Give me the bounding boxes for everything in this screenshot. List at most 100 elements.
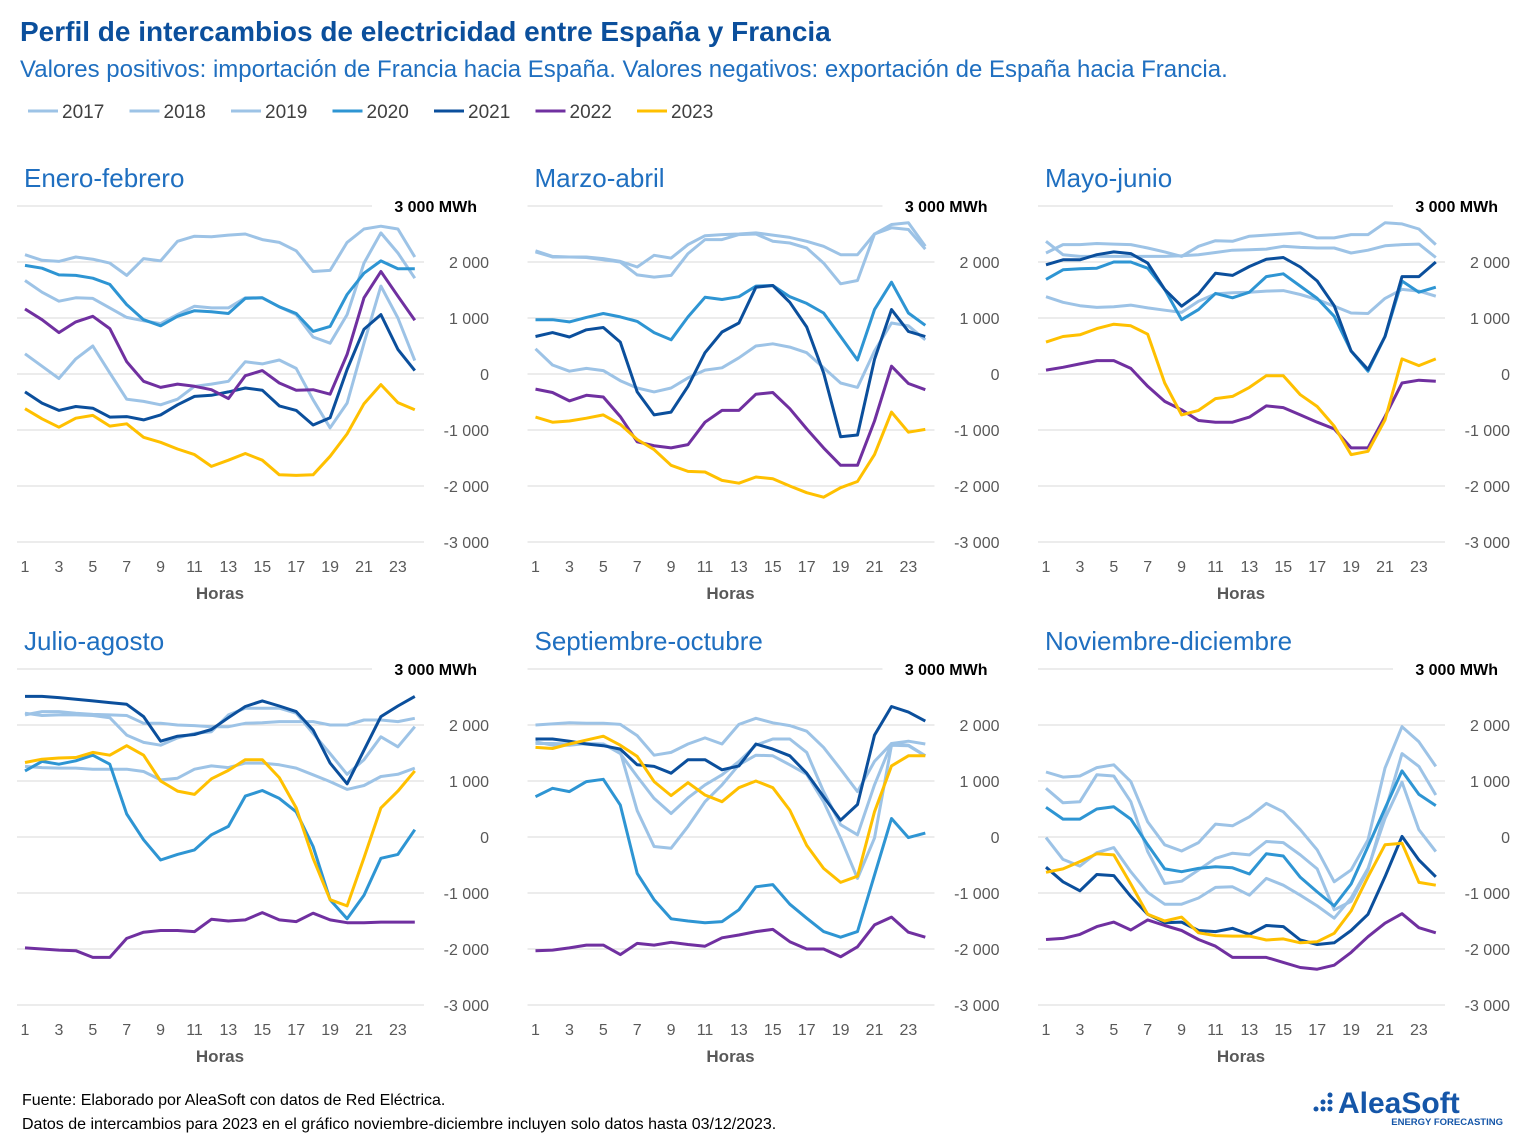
- y-tick-label: 2 000: [449, 255, 489, 272]
- x-tick-label: 5: [599, 1022, 608, 1039]
- x-tick-label: 11: [1207, 559, 1224, 576]
- panel-5: Septiembre-octubre 3 000 MWh 2 000 1 000 0 -1…: [527, 626, 1000, 1066]
- x-tick-label: 7: [633, 1022, 642, 1039]
- x-tick-label: 3: [54, 559, 63, 576]
- series-line-2020: [1045, 260, 1437, 373]
- y-unit-label: 3 000 MWh: [905, 662, 988, 679]
- series-line-2022: [1045, 912, 1437, 971]
- panel-title: Noviembre-diciembre: [1045, 626, 1292, 656]
- series-line-2023: [24, 744, 416, 908]
- series-line-2023: [535, 410, 926, 499]
- y-tick-label: 0: [991, 367, 1000, 384]
- y-tick-label: 1 000: [449, 311, 489, 328]
- x-tick-label: 17: [798, 1022, 816, 1039]
- y-tick-label: -2 000: [954, 479, 999, 496]
- x-tick-label: 15: [1274, 1022, 1292, 1039]
- series-line-2019: [1045, 287, 1437, 315]
- panel-title: Enero-febrero: [24, 163, 184, 193]
- y-tick-label: 0: [1501, 367, 1510, 384]
- legend-label: 2022: [570, 102, 612, 123]
- legend-label: 2018: [164, 102, 206, 123]
- series-line-2017: [1045, 221, 1437, 258]
- x-tick-label: 1: [531, 1022, 540, 1039]
- x-tick-label: 15: [253, 1022, 271, 1039]
- legend-label: 2017: [62, 102, 104, 123]
- x-tick-label: 13: [220, 559, 238, 576]
- x-tick-label: 3: [1075, 1022, 1084, 1039]
- y-tick-label: -1 000: [1465, 886, 1510, 903]
- data-note: Datos de intercambios para 2023 en el gr…: [22, 1116, 776, 1133]
- legend-item-2018: 2018: [129, 102, 206, 123]
- x-tick-label: 7: [633, 559, 642, 576]
- x-axis-title: Horas: [1217, 584, 1265, 603]
- x-tick-label: 5: [88, 1022, 97, 1039]
- x-tick-label: 7: [122, 1022, 131, 1039]
- y-tick-label: 2 000: [449, 718, 489, 735]
- y-tick-label: -2 000: [444, 479, 489, 496]
- series-line-2020: [24, 259, 415, 333]
- y-unit-label: 3 000 MWh: [1415, 199, 1498, 216]
- x-tick-label: 21: [866, 559, 884, 576]
- x-tick-label: 11: [186, 559, 203, 576]
- x-tick-label: 21: [355, 1022, 373, 1039]
- y-tick-label: 0: [991, 830, 1000, 847]
- y-tick-label: 0: [1501, 830, 1510, 847]
- legend-label: 2020: [367, 102, 409, 123]
- panel-title: Septiembre-octubre: [535, 626, 763, 656]
- series-line-2021: [1045, 250, 1437, 371]
- legend: 2017 2018 2019 2020 2021 2022 2023: [28, 102, 713, 123]
- legend-item-2020: 2020: [332, 102, 409, 123]
- series-line-2023: [535, 734, 926, 884]
- x-tick-label: 9: [156, 1022, 165, 1039]
- x-tick-label: 19: [321, 1022, 339, 1039]
- x-axis-title: Horas: [706, 584, 754, 603]
- x-tick-label: 1: [531, 559, 540, 576]
- x-tick-label: 19: [321, 559, 339, 576]
- series-line-2017: [24, 224, 417, 277]
- x-tick-label: 9: [667, 1022, 676, 1039]
- x-tick-label: 9: [1177, 559, 1186, 576]
- series-line-2023: [1045, 322, 1437, 457]
- figure-title: Perfil de intercambios de electricidad e…: [20, 16, 831, 47]
- x-tick-label: 7: [122, 559, 131, 576]
- y-tick-label: 0: [480, 367, 489, 384]
- series-line-2017: [1045, 725, 1438, 884]
- panel-title: Marzo-abril: [535, 163, 665, 193]
- x-tick-label: 15: [764, 1022, 782, 1039]
- series-line-2019: [24, 761, 416, 791]
- x-tick-label: 17: [1308, 1022, 1326, 1039]
- panel-4: Julio-agosto 3 000 MWh 2 000 1 000 0 -1 000 -2…: [17, 626, 489, 1066]
- series-line-2020: [24, 753, 417, 921]
- x-tick-label: 5: [1109, 559, 1118, 576]
- y-unit-label: 3 000 MWh: [905, 199, 988, 216]
- x-tick-label: 9: [667, 559, 676, 576]
- legend-label: 2021: [468, 102, 510, 123]
- x-tick-label: 7: [1143, 1022, 1152, 1039]
- y-tick-label: -1 000: [444, 886, 489, 903]
- x-tick-label: 3: [54, 1022, 63, 1039]
- y-tick-label: -1 000: [954, 886, 999, 903]
- legend-item-2023: 2023: [637, 102, 713, 123]
- y-tick-label: 2 000: [959, 255, 999, 272]
- x-tick-label: 17: [1308, 559, 1326, 576]
- series-line-2019: [534, 321, 927, 394]
- series-line-2022: [24, 270, 417, 401]
- y-tick-label: 1 000: [1470, 774, 1510, 791]
- x-tick-label: 19: [832, 1022, 850, 1039]
- y-tick-label: -3 000: [954, 535, 999, 552]
- series-line-2022: [535, 364, 926, 467]
- x-tick-label: 11: [1207, 1022, 1224, 1039]
- series-line-2018: [1045, 752, 1438, 912]
- logo-dots-icon: [1313, 1092, 1333, 1112]
- y-tick-label: -2 000: [954, 942, 999, 959]
- aleasoft-logo: AleaSoft ENERGY FORECASTING: [1313, 1087, 1503, 1128]
- x-tick-label: 15: [253, 559, 271, 576]
- series-line-2021: [25, 694, 416, 786]
- panel-title: Julio-agosto: [24, 626, 164, 656]
- x-tick-label: 15: [1274, 559, 1292, 576]
- x-tick-label: 13: [730, 1022, 748, 1039]
- x-tick-label: 19: [832, 559, 850, 576]
- series-line-2019: [1044, 780, 1437, 920]
- x-tick-label: 17: [798, 559, 816, 576]
